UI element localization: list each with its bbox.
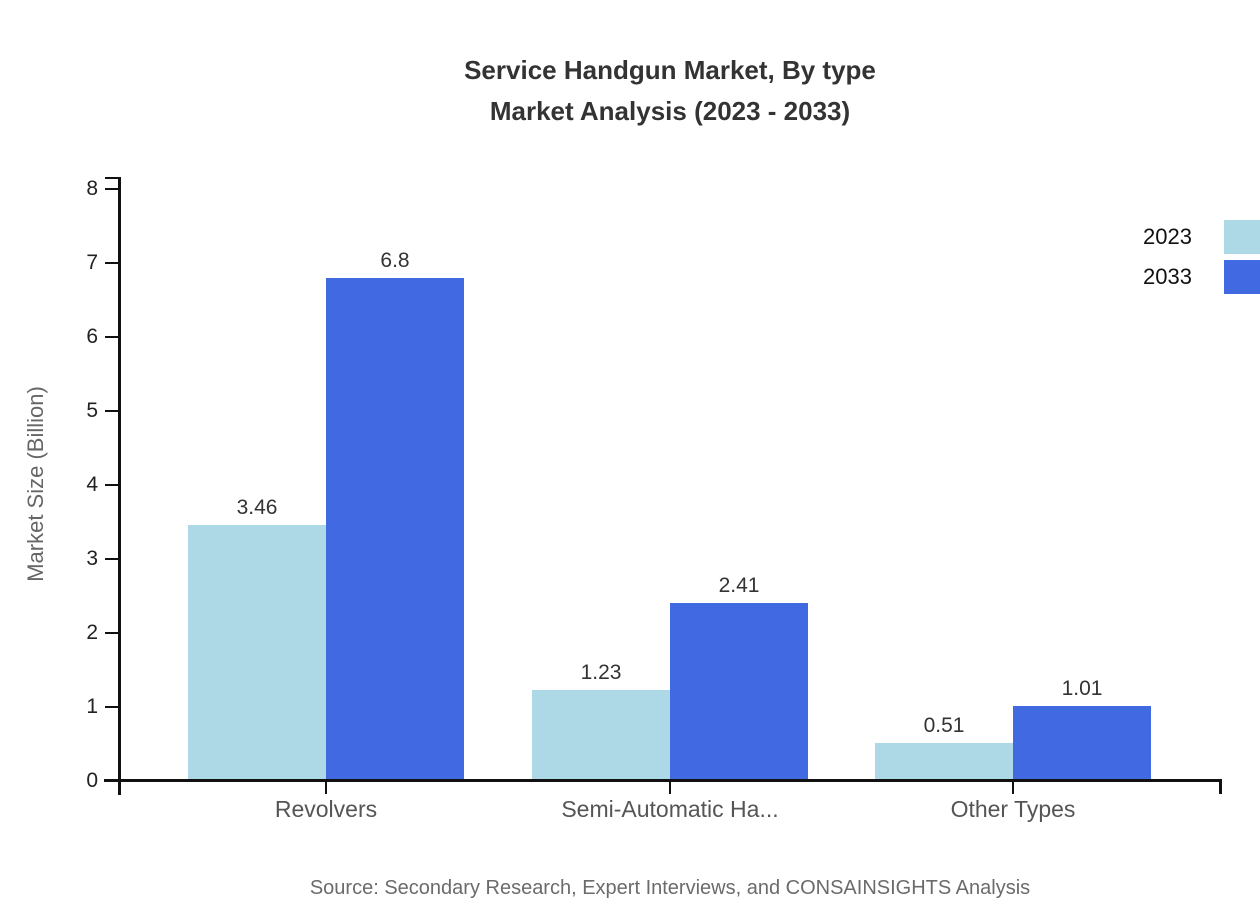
- bar-2033-revolvers: [326, 277, 464, 781]
- bar-2023-revolvers: [188, 524, 326, 781]
- y-tick-mark: [105, 558, 119, 560]
- y-tick-mark: [105, 484, 119, 486]
- legend-label-2033: 2033: [1143, 264, 1192, 289]
- chart-title-line-1: Service Handgun Market, By type: [464, 55, 876, 85]
- legend-item-2033: 2033: [1143, 260, 1260, 294]
- legend-item-2023: 2023: [1143, 220, 1260, 254]
- bar-value-label: 6.8: [380, 248, 410, 272]
- x-tick-mark: [669, 781, 671, 794]
- x-tick-mark: [1012, 781, 1014, 794]
- y-tick-mark: [105, 410, 119, 412]
- source-note: Source: Secondary Research, Expert Inter…: [309, 877, 1031, 899]
- legend-swatch-2033: [1224, 260, 1260, 294]
- y-tick-mark: [105, 706, 119, 708]
- bar-2033-other-types: [1013, 706, 1151, 781]
- bar-2023-other-types: [875, 743, 1013, 781]
- bar-value-label: 2.41: [718, 573, 760, 597]
- y-axis-line: [118, 177, 121, 795]
- bar-2023-semi-automatic-ha-: [532, 689, 670, 781]
- bar-value-label: 1.01: [1061, 677, 1103, 701]
- bar-value-label: 3.46: [236, 495, 278, 519]
- y-tick-label: 2: [86, 621, 98, 644]
- x-axis-end-tick: [1219, 781, 1222, 794]
- x-category-label: Other Types: [950, 796, 1076, 822]
- bar-value-label: 1.23: [580, 660, 622, 684]
- y-tick-label: 8: [86, 177, 98, 200]
- y-tick-label: 7: [86, 251, 98, 274]
- bar-2033-semi-automatic-ha-: [670, 602, 808, 781]
- y-axis-end-tick: [105, 177, 119, 179]
- x-tick-mark: [325, 781, 327, 794]
- y-tick-label: 0: [86, 769, 98, 792]
- y-tick-mark: [105, 188, 119, 190]
- chart-title: Service Handgun Market, By type Market A…: [120, 50, 1220, 132]
- y-tick-mark: [105, 632, 119, 634]
- x-axis-line: [104, 779, 1222, 782]
- chart-title-line-2: Market Analysis (2023 - 2033): [489, 96, 851, 126]
- y-tick-label: 6: [86, 325, 98, 348]
- y-tick-mark: [105, 262, 119, 264]
- x-category-label: Revolvers: [274, 796, 378, 822]
- y-tick-label: 3: [86, 547, 98, 570]
- y-tick-label: 5: [86, 399, 98, 422]
- x-category-label: Semi-Automatic Ha...: [561, 796, 779, 822]
- bar-value-label: 0.51: [923, 714, 965, 738]
- legend-swatch-2023: [1224, 220, 1260, 254]
- y-tick-mark: [105, 336, 119, 338]
- legend: 2023 2033: [1143, 220, 1260, 300]
- legend-label-2023: 2023: [1143, 224, 1192, 249]
- y-tick-label: 4: [86, 473, 98, 496]
- y-tick-label: 1: [86, 695, 98, 718]
